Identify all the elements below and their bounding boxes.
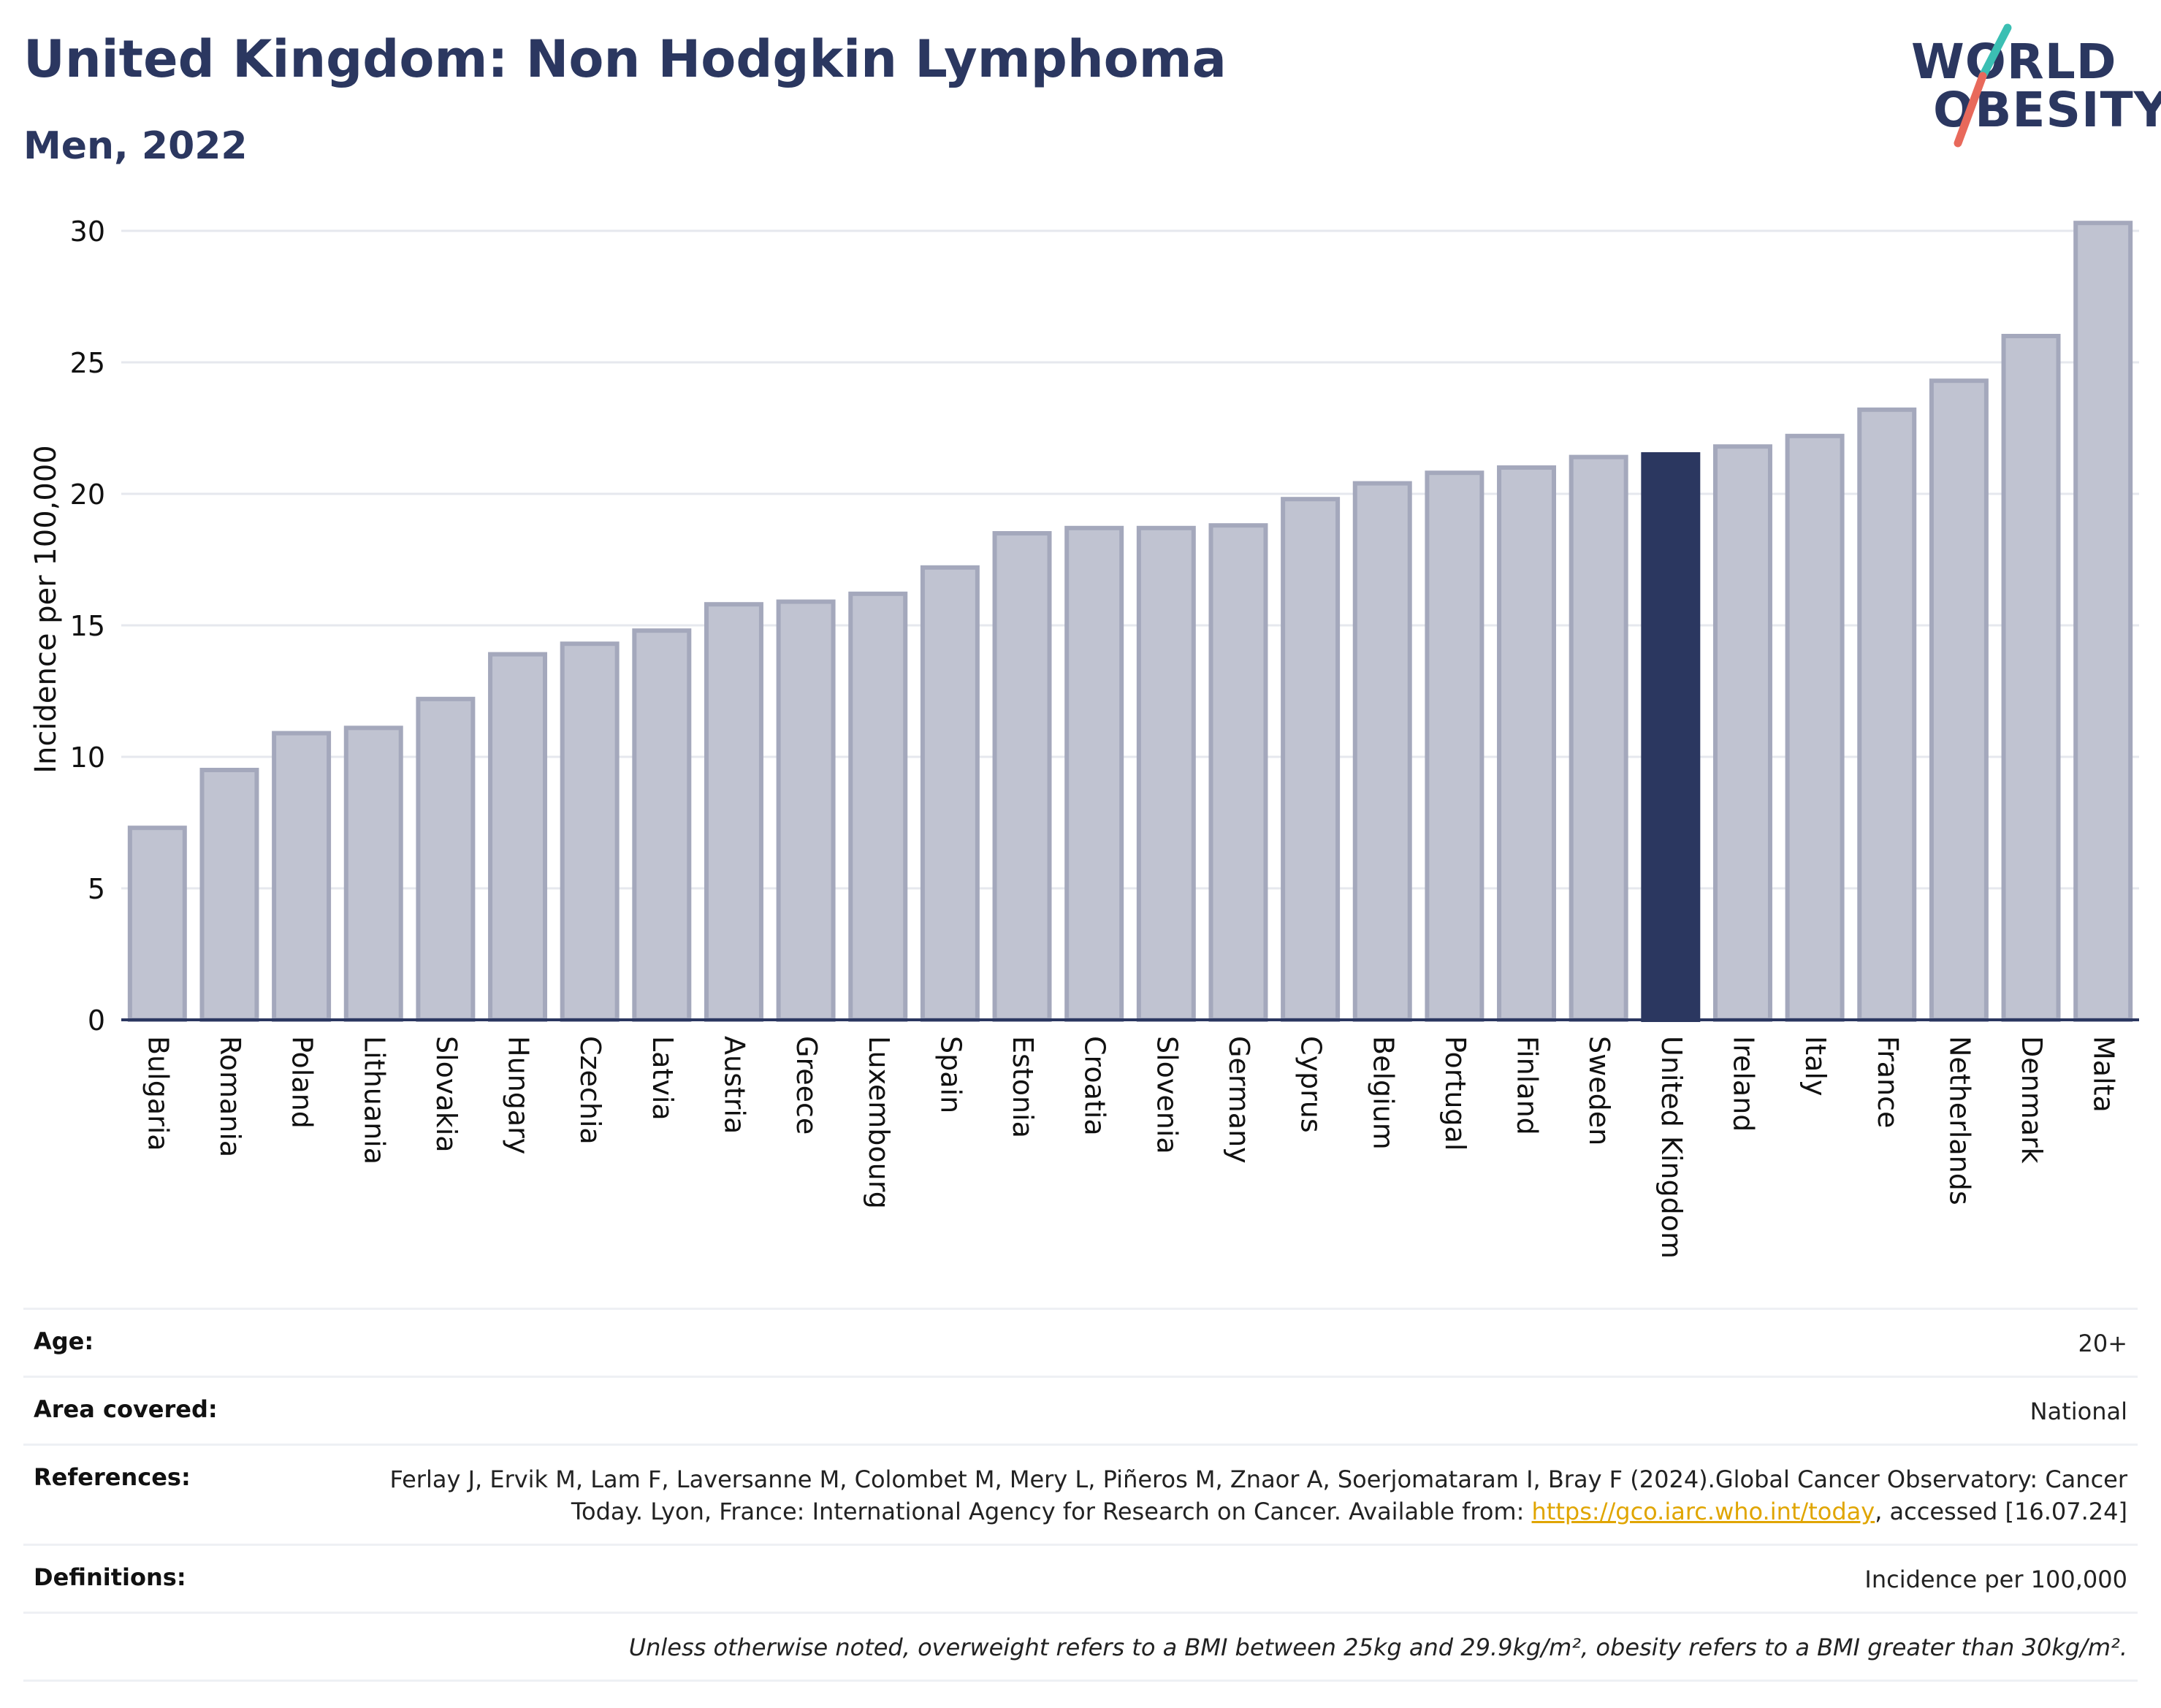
x-tick-label: Spain	[934, 1036, 967, 1113]
x-tick-label: Denmark	[2016, 1036, 2048, 1164]
bar-czechia	[560, 641, 620, 1022]
x-tick-label: Czechia	[574, 1036, 606, 1145]
x-tick-label: Latvia	[647, 1036, 679, 1121]
references-text: Ferlay J, Ervik M, Lam F, Laversanne M, …	[389, 1465, 2127, 1525]
y-tick-label: 0	[88, 1004, 105, 1037]
bar-luxembourg	[848, 591, 908, 1022]
bar-slovakia	[416, 696, 476, 1022]
x-tick-label: Ireland	[1727, 1036, 1759, 1132]
info-row-note: Unless otherwise noted, overweight refer…	[23, 1612, 2138, 1682]
logo-line-1: WORLD	[1911, 34, 2117, 90]
x-tick-label: Slovenia	[1151, 1036, 1183, 1154]
y-tick-label: 25	[70, 347, 105, 379]
bar-bulgaria	[127, 826, 187, 1022]
info-row-age: Age: 20+	[23, 1308, 2138, 1376]
x-tick-label: Germany	[1223, 1036, 1255, 1164]
bar-slovenia	[1136, 525, 1196, 1022]
bar-estonia	[992, 531, 1052, 1022]
y-tick-label: 15	[70, 610, 105, 642]
area-label: Area covered:	[34, 1395, 218, 1423]
page-title: United Kingdom: Non Hodgkin Lymphoma	[23, 29, 1227, 89]
x-tick-label: Austria	[718, 1036, 750, 1134]
bar-chart: 0 5 10 15 20 25 30 Bulgaria Romania Poland Lithuan…	[29, 216, 2139, 1259]
bar-cyprus	[1281, 497, 1341, 1022]
info-table: Age: 20+ Area covered: National Referenc…	[23, 1308, 2138, 1682]
bar-sweden	[1569, 454, 1628, 1022]
bar-netherlands	[1929, 378, 1989, 1022]
x-tick-label: Croatia	[1079, 1036, 1111, 1136]
y-tick-label: 10	[70, 741, 105, 774]
x-tick-label: Bulgaria	[142, 1036, 174, 1151]
bmi-note: Unless otherwise noted, overweight refer…	[628, 1633, 2127, 1661]
x-tick-label: Estonia	[1007, 1036, 1039, 1138]
bar-romania	[199, 768, 259, 1022]
bar-poland	[272, 731, 332, 1022]
x-tick-label: France	[1872, 1036, 1904, 1128]
bar-latvia	[632, 628, 692, 1022]
references-link[interactable]: https://gco.iarc.who.int/today	[1531, 1498, 1875, 1525]
x-tick-label: Portugal	[1439, 1036, 1471, 1151]
age-label: Age:	[34, 1327, 94, 1355]
x-tick-label: Italy	[1799, 1036, 1832, 1096]
definitions-value: Incidence per 100,000	[1864, 1566, 2127, 1593]
references-label: References:	[34, 1463, 191, 1491]
bars	[127, 221, 2133, 1023]
references-suffix: , accessed [16.07.24]	[1875, 1498, 2127, 1525]
bar-austria	[704, 602, 763, 1022]
bar-ireland	[1712, 444, 1772, 1022]
bar-greece	[776, 599, 836, 1022]
y-axis-title: Incidence per 100,000	[29, 445, 63, 774]
world-obesity-logo: WORLD OBESITY	[1892, 22, 2161, 153]
info-row-references: References: Ferlay J, Ervik M, Lam F, La…	[23, 1444, 2138, 1544]
bar-lithuania	[343, 725, 403, 1023]
x-tick-label: Lithuania	[358, 1036, 390, 1164]
y-tick-label: 20	[70, 479, 105, 511]
x-tick-label: Malta	[2088, 1036, 2120, 1113]
page-subtitle: Men, 2022	[23, 124, 248, 168]
bar-united-kingdom	[1641, 452, 1701, 1022]
bar-germany	[1208, 523, 1268, 1022]
x-tick-label: Greece	[790, 1036, 823, 1135]
tick-labels: 0 5 10 15 20 25 30 Bulgaria Romania Poland Lithuan…	[70, 216, 2120, 1259]
bar-malta	[2073, 221, 2133, 1023]
info-row-area: Area covered: National	[23, 1376, 2138, 1444]
bar-portugal	[1425, 470, 1485, 1022]
y-tick-label: 5	[88, 873, 105, 905]
bar-denmark	[2001, 334, 2061, 1022]
definitions-label: Definitions:	[34, 1563, 186, 1591]
x-tick-label: Romania	[214, 1036, 246, 1157]
bar-finland	[1497, 465, 1557, 1022]
x-tick-label: Cyprus	[1295, 1036, 1327, 1133]
y-tick-label: 30	[70, 216, 105, 248]
x-tick-label: Netherlands	[1943, 1036, 1975, 1205]
bar-spain	[920, 565, 980, 1022]
x-tick-label: Poland	[286, 1036, 319, 1129]
x-tick-label: Slovakia	[430, 1036, 462, 1153]
x-tick-label: Hungary	[503, 1036, 535, 1154]
references-value: Ferlay J, Ervik M, Lam F, Laversanne M, …	[23, 1446, 2138, 1544]
x-tick-label: Finland	[1512, 1036, 1544, 1135]
x-tick-label: Sweden	[1583, 1036, 1615, 1145]
info-row-definitions: Definitions: Incidence per 100,000	[23, 1544, 2138, 1612]
bar-croatia	[1064, 525, 1124, 1022]
age-value: 20+	[2078, 1330, 2127, 1357]
area-value: National	[2029, 1398, 2127, 1425]
bar-hungary	[488, 652, 548, 1022]
x-tick-label: Luxembourg	[863, 1036, 895, 1209]
x-tick-label: United Kingdom	[1655, 1036, 1688, 1259]
bar-france	[1857, 407, 1917, 1022]
logo-slash-icon	[1954, 23, 2012, 148]
x-tick-label: Belgium	[1367, 1036, 1399, 1150]
bar-belgium	[1352, 481, 1412, 1022]
bar-italy	[1785, 433, 1845, 1022]
